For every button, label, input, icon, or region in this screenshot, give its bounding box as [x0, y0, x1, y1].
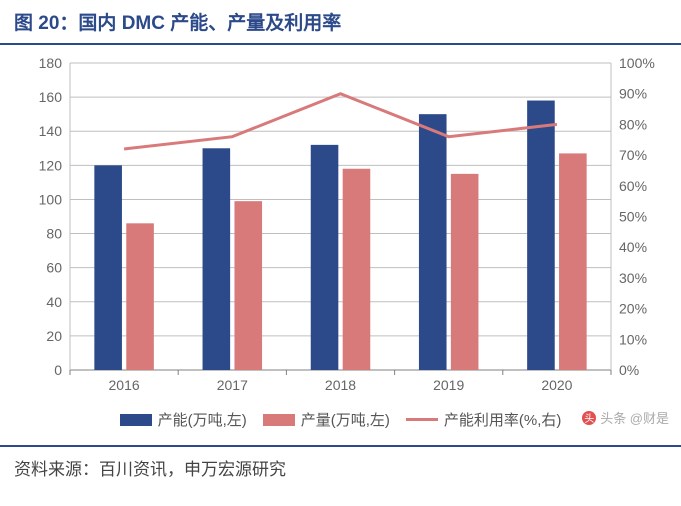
svg-text:70%: 70%: [619, 147, 647, 163]
legend-swatch-capacity: [120, 414, 152, 426]
chart-svg: 0 20 40 60 80 100 120 140 160 180 0% 10% 20% 30% 40% 50…: [0, 45, 681, 400]
source-text: 资料来源：百川资讯，申万宏源研究: [14, 460, 286, 479]
svg-text:10%: 10%: [619, 331, 647, 347]
legend-item-utilization: 产能利用率(%,右): [406, 409, 562, 430]
chart-area: 0 20 40 60 80 100 120 140 160 180 0% 10% 20% 30% 40% 50…: [0, 45, 681, 445]
legend-item-output: 产量(万吨,左): [263, 409, 390, 430]
legend-line-utilization: [406, 418, 438, 421]
svg-text:0%: 0%: [619, 362, 639, 378]
svg-text:50%: 50%: [619, 209, 647, 225]
legend-label-utilization: 产能利用率(%,右): [444, 409, 562, 430]
svg-text:40%: 40%: [619, 239, 647, 255]
watermark: 头 头条 @财是: [582, 408, 669, 427]
svg-text:2017: 2017: [217, 377, 248, 393]
svg-text:20%: 20%: [619, 301, 647, 317]
svg-text:100: 100: [39, 191, 63, 207]
chart-title-bar: 图 20：国内 DMC 产能、产量及利用率: [0, 0, 681, 45]
chart-legend: 产能(万吨,左) 产量(万吨,左) 产能利用率(%,右): [0, 405, 681, 436]
svg-text:100%: 100%: [619, 55, 655, 71]
legend-label-capacity: 产能(万吨,左): [158, 409, 247, 430]
svg-text:180: 180: [39, 55, 63, 71]
svg-text:30%: 30%: [619, 270, 647, 286]
svg-text:2016: 2016: [109, 377, 140, 393]
legend-label-output: 产量(万吨,左): [301, 409, 390, 430]
source-bar: 资料来源：百川资讯，申万宏源研究: [0, 447, 681, 488]
svg-text:2019: 2019: [433, 377, 464, 393]
svg-text:140: 140: [39, 123, 63, 139]
watermark-text: 头条 @财是: [600, 408, 669, 427]
legend-item-capacity: 产能(万吨,左): [120, 409, 247, 430]
svg-text:40: 40: [46, 294, 62, 310]
svg-text:60: 60: [46, 260, 62, 276]
svg-text:80%: 80%: [619, 116, 647, 132]
svg-text:20: 20: [46, 328, 62, 344]
watermark-icon: 头: [582, 411, 596, 425]
chart-title: 图 20：国内 DMC 产能、产量及利用率: [14, 13, 341, 34]
svg-text:0: 0: [54, 362, 62, 378]
svg-text:2018: 2018: [325, 377, 356, 393]
svg-text:2020: 2020: [541, 377, 572, 393]
svg-text:60%: 60%: [619, 178, 647, 194]
svg-text:120: 120: [39, 157, 63, 173]
svg-text:160: 160: [39, 89, 63, 105]
legend-swatch-output: [263, 414, 295, 426]
svg-text:80: 80: [46, 226, 62, 242]
svg-text:90%: 90%: [619, 86, 647, 102]
